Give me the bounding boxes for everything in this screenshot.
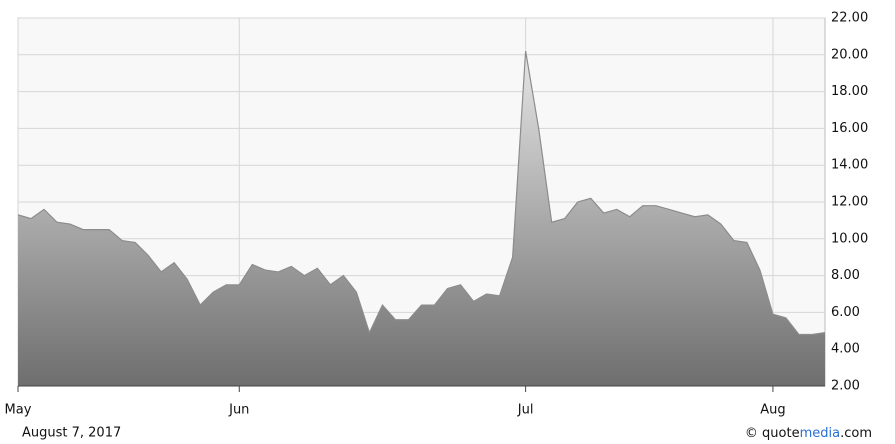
y-tick-label: 4.00 xyxy=(831,342,860,357)
credit-part: .com xyxy=(840,426,872,441)
y-tick-label: 6.00 xyxy=(831,305,860,320)
y-tick-label: 8.00 xyxy=(831,268,860,283)
y-tick-label: 2.00 xyxy=(831,379,860,394)
x-tick-label: Aug xyxy=(760,403,785,418)
y-tick-label: 18.00 xyxy=(831,84,868,99)
y-tick-label: 10.00 xyxy=(831,231,868,246)
marks xyxy=(17,51,826,387)
x-tick-label: Jun xyxy=(228,403,249,418)
credit-part: © quote xyxy=(745,426,800,441)
y-tick-label: 12.00 xyxy=(831,195,868,210)
y-tick-label: 16.00 xyxy=(831,121,868,136)
price-line xyxy=(17,51,826,336)
credit-part: media xyxy=(800,426,841,441)
labels: 2.00 4.00 6.00 8.00 10.00 12.00 14.00 16.00 18.0… xyxy=(5,11,869,418)
x-tick-label: Jul xyxy=(517,403,534,418)
y-tick-label: 20.00 xyxy=(831,47,868,62)
credit: © quotemedia.com xyxy=(745,426,872,441)
y-tick-label: 14.00 xyxy=(831,158,868,173)
area-fill xyxy=(18,51,825,387)
date-label: August 7, 2017 xyxy=(22,426,121,441)
y-tick-label: 22.00 xyxy=(831,11,868,26)
x-tick-label: May xyxy=(5,403,32,418)
